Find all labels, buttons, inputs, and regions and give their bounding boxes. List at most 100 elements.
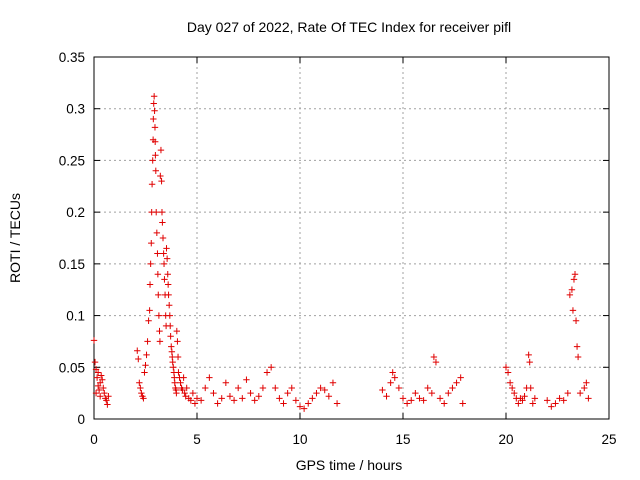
grid [94,57,609,419]
data-point [150,93,158,100]
data-point [424,384,431,392]
data-point [572,317,580,324]
data-point [399,395,407,402]
data-point [239,395,246,402]
data-point [570,276,578,283]
data-point [573,343,581,350]
data-point [98,372,105,379]
data-point [276,395,283,402]
data-point [145,317,152,324]
data-point [292,397,300,404]
data-point [143,351,150,359]
data-point [136,379,143,386]
data-point [379,386,386,394]
data-point [267,364,275,371]
data-point [521,393,528,400]
data-point [272,384,279,392]
data-point [151,107,158,114]
data-point [189,389,197,397]
data-point [387,379,394,386]
data-point [96,393,104,400]
data-point [317,384,324,392]
data-point [191,400,199,407]
data-point [506,379,514,386]
data-point [158,177,165,185]
data-point [441,400,448,407]
data-point [300,405,308,412]
data-point [206,374,213,381]
data-point [174,353,182,361]
data-point [157,172,164,180]
data-point [548,403,555,410]
data-point [187,397,195,404]
data-point [101,389,108,397]
data-point [436,395,444,402]
data-point [430,353,438,361]
data-point [459,400,466,407]
data-point [155,291,162,299]
chart-title: Day 027 of 2022, Rate Of TEC Index for r… [187,19,511,35]
x-tick-label: 25 [601,432,616,447]
data-point [280,400,287,407]
data-point [135,355,142,363]
data-point [247,389,254,397]
data-point [93,374,101,381]
data-point [173,389,180,397]
data-point [99,376,106,383]
data-point [160,250,167,257]
data-point [100,384,107,392]
data-point [138,389,145,397]
data-point [568,286,576,293]
data-point [104,401,111,408]
data-point [519,397,526,404]
data-point [581,384,588,392]
y-axis-title: ROTI / TECUs [7,193,23,283]
data-point [412,389,419,397]
data-point [94,369,102,376]
data-point [566,291,574,299]
data-point [504,369,512,376]
data-point [391,374,398,381]
data-point [158,208,166,216]
y-tick-label: 0.35 [59,50,85,65]
data-point [389,369,396,376]
data-point [544,397,551,404]
data-point [556,395,563,402]
data-point [147,260,154,268]
data-point [90,337,98,344]
x-tick-label: 0 [90,432,98,447]
data-point [140,395,147,402]
data-point [154,271,162,278]
data-point [449,384,456,392]
x-axis-title: GPS time / hours [296,457,403,473]
data-point [576,389,584,397]
data-point [432,358,440,366]
data-point [564,389,571,397]
data-point [92,389,100,397]
y-tick-label: 0.3 [66,102,85,117]
data-point [321,386,328,394]
data-point [428,389,436,397]
data-point [395,384,403,392]
data-point [453,379,460,386]
data-point [202,384,209,392]
data-point [259,384,267,392]
y-tick-label: 0.15 [59,257,85,272]
data-point [222,379,230,386]
data-point [214,400,221,407]
data-point [255,393,262,400]
y-tick-label: 0.1 [66,309,85,324]
data-point [134,347,141,354]
data-point [151,138,159,146]
data-points [90,93,592,412]
data-point [165,291,172,299]
data-point [170,364,177,371]
data-point [284,389,291,397]
data-point [161,276,168,283]
data-point [91,358,99,366]
data-point [560,397,567,404]
data-point [329,379,337,386]
data-point [175,369,182,376]
data-point [263,369,271,376]
